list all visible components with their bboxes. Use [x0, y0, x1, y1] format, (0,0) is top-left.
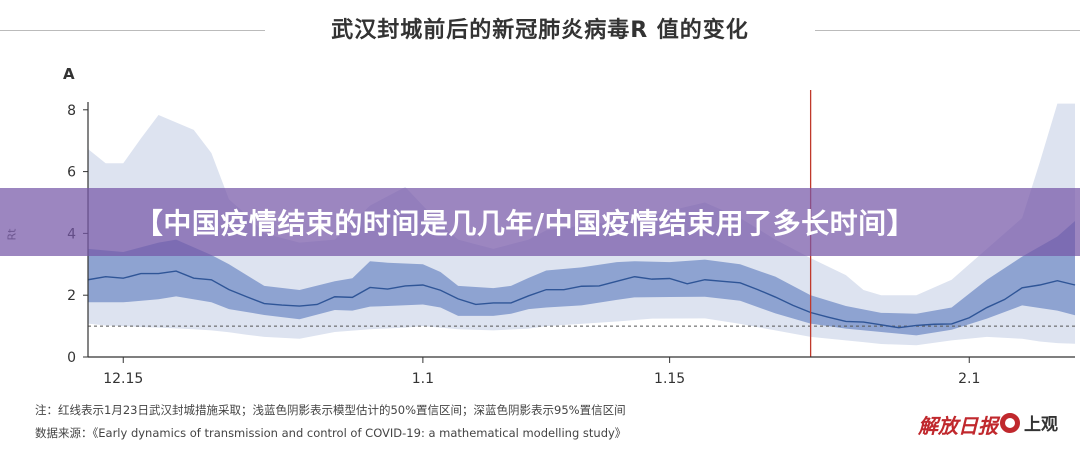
y-tick-label: 2 — [67, 288, 76, 304]
x-tick-label: 1.1 — [412, 371, 434, 387]
shangguan-logo-icon — [1000, 412, 1020, 433]
x-tick-label: 1.15 — [654, 371, 685, 387]
median-line — [87, 270, 1076, 329]
y-tick-label: 6 — [67, 165, 76, 181]
ci50-band — [88, 221, 1075, 336]
chart-title: 武汉封城前后的新冠肺炎病毒R 值的变化 — [331, 18, 749, 43]
headline-banner: 【中国疫情结束的时间是几几年/中国疫情结束用了多长时间】 — [0, 188, 1080, 256]
shangguan-logo: 上观 — [1000, 410, 1058, 435]
x-tick-label: 2.1 — [958, 371, 980, 387]
title-divider-left — [0, 30, 265, 31]
y-tick-label: 8 — [67, 103, 76, 119]
x-tick-label: 12.15 — [103, 371, 143, 387]
title-divider-right — [815, 30, 1080, 31]
chart-note: 注：红线表示1月23日武汉封城措施采取；浅蓝色阴影表示模型估计的50%置信区间；… — [35, 403, 626, 417]
banner-text: 【中国疫情结束的时间是几几年/中国疫情结束用了多长时间】 — [134, 207, 916, 240]
jiefang-daily-logo: 解放日报 — [918, 414, 998, 438]
panel-label: A — [63, 65, 75, 83]
y-tick-label: 0 — [67, 350, 76, 366]
data-source: 数据来源：《Early dynamics of transmission and… — [35, 426, 627, 440]
shangguan-logo-text: 上观 — [1024, 415, 1058, 435]
